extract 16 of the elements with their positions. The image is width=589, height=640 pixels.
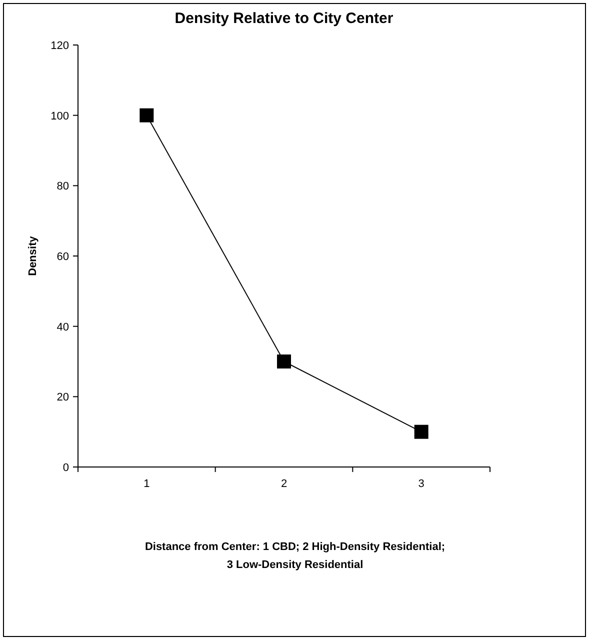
y-tick-label: 80: [56, 180, 69, 193]
y-tick-label: 20: [56, 392, 69, 404]
y-axis-title: Density: [27, 235, 39, 276]
point: [277, 354, 291, 368]
y-tick-label: 0: [62, 462, 69, 474]
x-tick-label: 1: [144, 478, 150, 490]
point: [140, 108, 154, 122]
y-tick-label: 120: [50, 40, 69, 52]
y-tick-label: 40: [56, 321, 69, 334]
point: [414, 424, 428, 439]
x-axis-title: Distance from Center: 1 CBD; 2 High-Density Residential; 3 Low-Density Residential: [144, 541, 446, 571]
x-tick-label: 2: [280, 478, 288, 490]
y-tick-label: 100: [50, 110, 69, 122]
x-tick-label: 3: [418, 478, 424, 490]
y-tick-label: 60: [56, 251, 69, 263]
chart-title: Density Relative to City Center: [174, 10, 394, 27]
